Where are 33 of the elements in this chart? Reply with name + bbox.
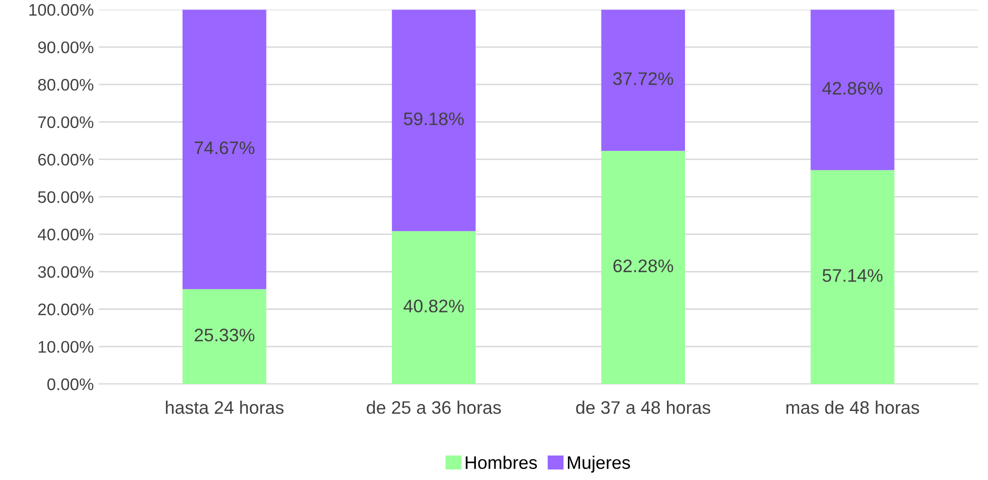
x-tick-label: hasta 24 horas xyxy=(166,400,284,414)
x-tick-label: mas de 48 horas xyxy=(786,400,920,414)
data-label: 40.82% xyxy=(404,300,464,312)
bar xyxy=(810,170,894,384)
bar xyxy=(182,10,266,290)
bar xyxy=(601,10,686,151)
x-tick-label: de 25 a 36 horas xyxy=(366,400,501,414)
data-label: 62.28% xyxy=(613,259,674,272)
bar xyxy=(601,150,686,384)
bar xyxy=(392,231,476,384)
y-tick-label: 80.00% xyxy=(38,78,94,91)
y-tick-label: 10.00% xyxy=(38,340,94,353)
data-label: 25.33% xyxy=(194,328,254,342)
y-tick-label: 0.00% xyxy=(47,378,94,390)
data-label: 57.14% xyxy=(822,269,882,282)
y-tick-label: 90.00% xyxy=(38,41,94,54)
x-tick-label: de 37 a 48 horas xyxy=(576,400,710,414)
y-tick-label: 40.00% xyxy=(38,228,94,240)
y-tick-label: 30.00% xyxy=(38,266,94,278)
data-label: 74.67% xyxy=(194,141,254,154)
data-label: 37.72% xyxy=(613,72,674,86)
y-tick-label: 100.00% xyxy=(29,4,94,16)
bar xyxy=(182,289,266,384)
y-tick-label: 20.00% xyxy=(38,304,94,316)
data-label: 59.18% xyxy=(404,112,464,126)
y-tick-label: 70.00% xyxy=(38,116,94,128)
data-label: 42.86% xyxy=(822,82,882,95)
bar xyxy=(392,10,476,232)
y-tick-label: 60.00% xyxy=(38,154,94,166)
legend-label: Hombres xyxy=(466,456,537,470)
y-tick-label: 50.00% xyxy=(38,191,94,204)
bar xyxy=(810,10,894,170)
legend-label: Mujeres xyxy=(568,456,630,473)
